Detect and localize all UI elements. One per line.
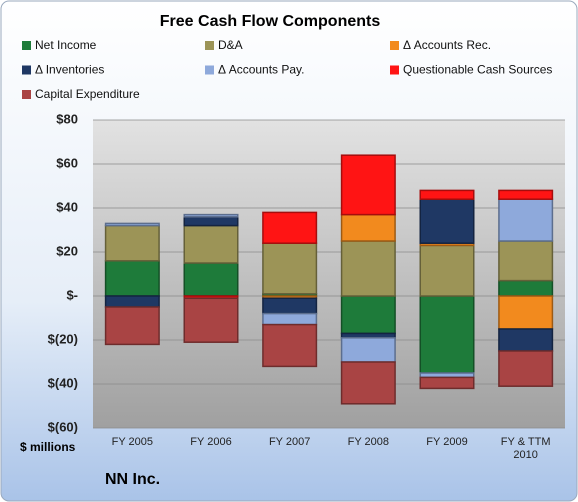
bar-segment xyxy=(104,222,160,227)
bar-segment xyxy=(104,295,160,308)
bar-segment xyxy=(183,297,239,343)
legend-swatch xyxy=(22,41,31,50)
bar-segment xyxy=(183,224,239,264)
y-tick-label: $20 xyxy=(56,243,78,258)
legend-swatch xyxy=(390,65,399,75)
legend-swatch xyxy=(22,90,31,99)
bar-segment xyxy=(262,312,318,326)
bar-segment xyxy=(340,240,396,297)
bar-segment xyxy=(498,328,554,352)
y-tick-label: $60 xyxy=(56,155,78,170)
bar-segment xyxy=(498,295,554,330)
bar-segment xyxy=(104,306,160,346)
bar-segment xyxy=(262,323,318,368)
legend-label: Δ Accounts Rec. xyxy=(403,38,491,52)
bar-segment xyxy=(183,216,239,227)
bar-segment xyxy=(183,262,239,297)
bar-segment xyxy=(498,240,554,282)
bar-segment xyxy=(498,279,554,297)
bar-segment xyxy=(419,244,475,297)
bar-segment xyxy=(419,198,475,244)
bar-segment xyxy=(262,242,318,295)
bar-segment xyxy=(340,361,396,405)
y-tick-label: $40 xyxy=(56,199,78,214)
plot-area xyxy=(93,120,565,428)
bar-segment xyxy=(340,154,396,216)
legend-swatch xyxy=(22,65,31,75)
bar-segment xyxy=(262,297,318,315)
x-tick-label: FY & TTM 2010 xyxy=(500,436,551,461)
legend-label: Δ Accounts Pay. xyxy=(218,63,305,77)
bar-segment xyxy=(340,295,396,335)
x-tick-label: FY 2009 xyxy=(426,436,468,448)
legend-label: Capital Expenditure xyxy=(35,87,140,101)
y-axis-label: $ millions xyxy=(20,440,76,454)
x-tick-label: FY 2007 xyxy=(268,436,311,448)
legend-label: D&A xyxy=(218,38,243,52)
bar-segment xyxy=(104,224,160,262)
legend-label: Questionable Cash Sources xyxy=(403,63,552,77)
y-tick-label: $- xyxy=(66,287,78,302)
bar-segment xyxy=(340,337,396,363)
bar-segment xyxy=(340,213,396,242)
bar-segment xyxy=(498,189,554,200)
bar-segment xyxy=(419,189,475,200)
y-tick-label: $(20) xyxy=(48,331,78,346)
legend-label: Δ Inventories xyxy=(35,63,104,77)
legend-swatch xyxy=(205,41,214,50)
y-tick-label: $(60) xyxy=(48,419,78,434)
y-tick-label: $80 xyxy=(56,111,78,126)
y-tick-label: $(40) xyxy=(48,375,78,390)
chart-title: Free Cash Flow Components xyxy=(160,13,381,30)
bar-segment xyxy=(104,260,160,297)
bar-segment xyxy=(419,376,475,390)
footer: NN Inc. xyxy=(105,471,160,488)
bar-segment xyxy=(183,213,239,218)
x-tick-label: FY 2005 xyxy=(111,436,154,448)
x-tick-label: FY 2008 xyxy=(347,436,390,448)
legend-label: Net Income xyxy=(35,38,97,52)
bar-segment xyxy=(262,211,318,244)
bar-segment xyxy=(498,198,554,242)
legend-swatch xyxy=(390,41,399,50)
bar-segment xyxy=(419,295,475,374)
bar-segment xyxy=(498,350,554,387)
legend-swatch xyxy=(205,65,214,75)
x-tick-label: FY 2006 xyxy=(190,436,232,448)
